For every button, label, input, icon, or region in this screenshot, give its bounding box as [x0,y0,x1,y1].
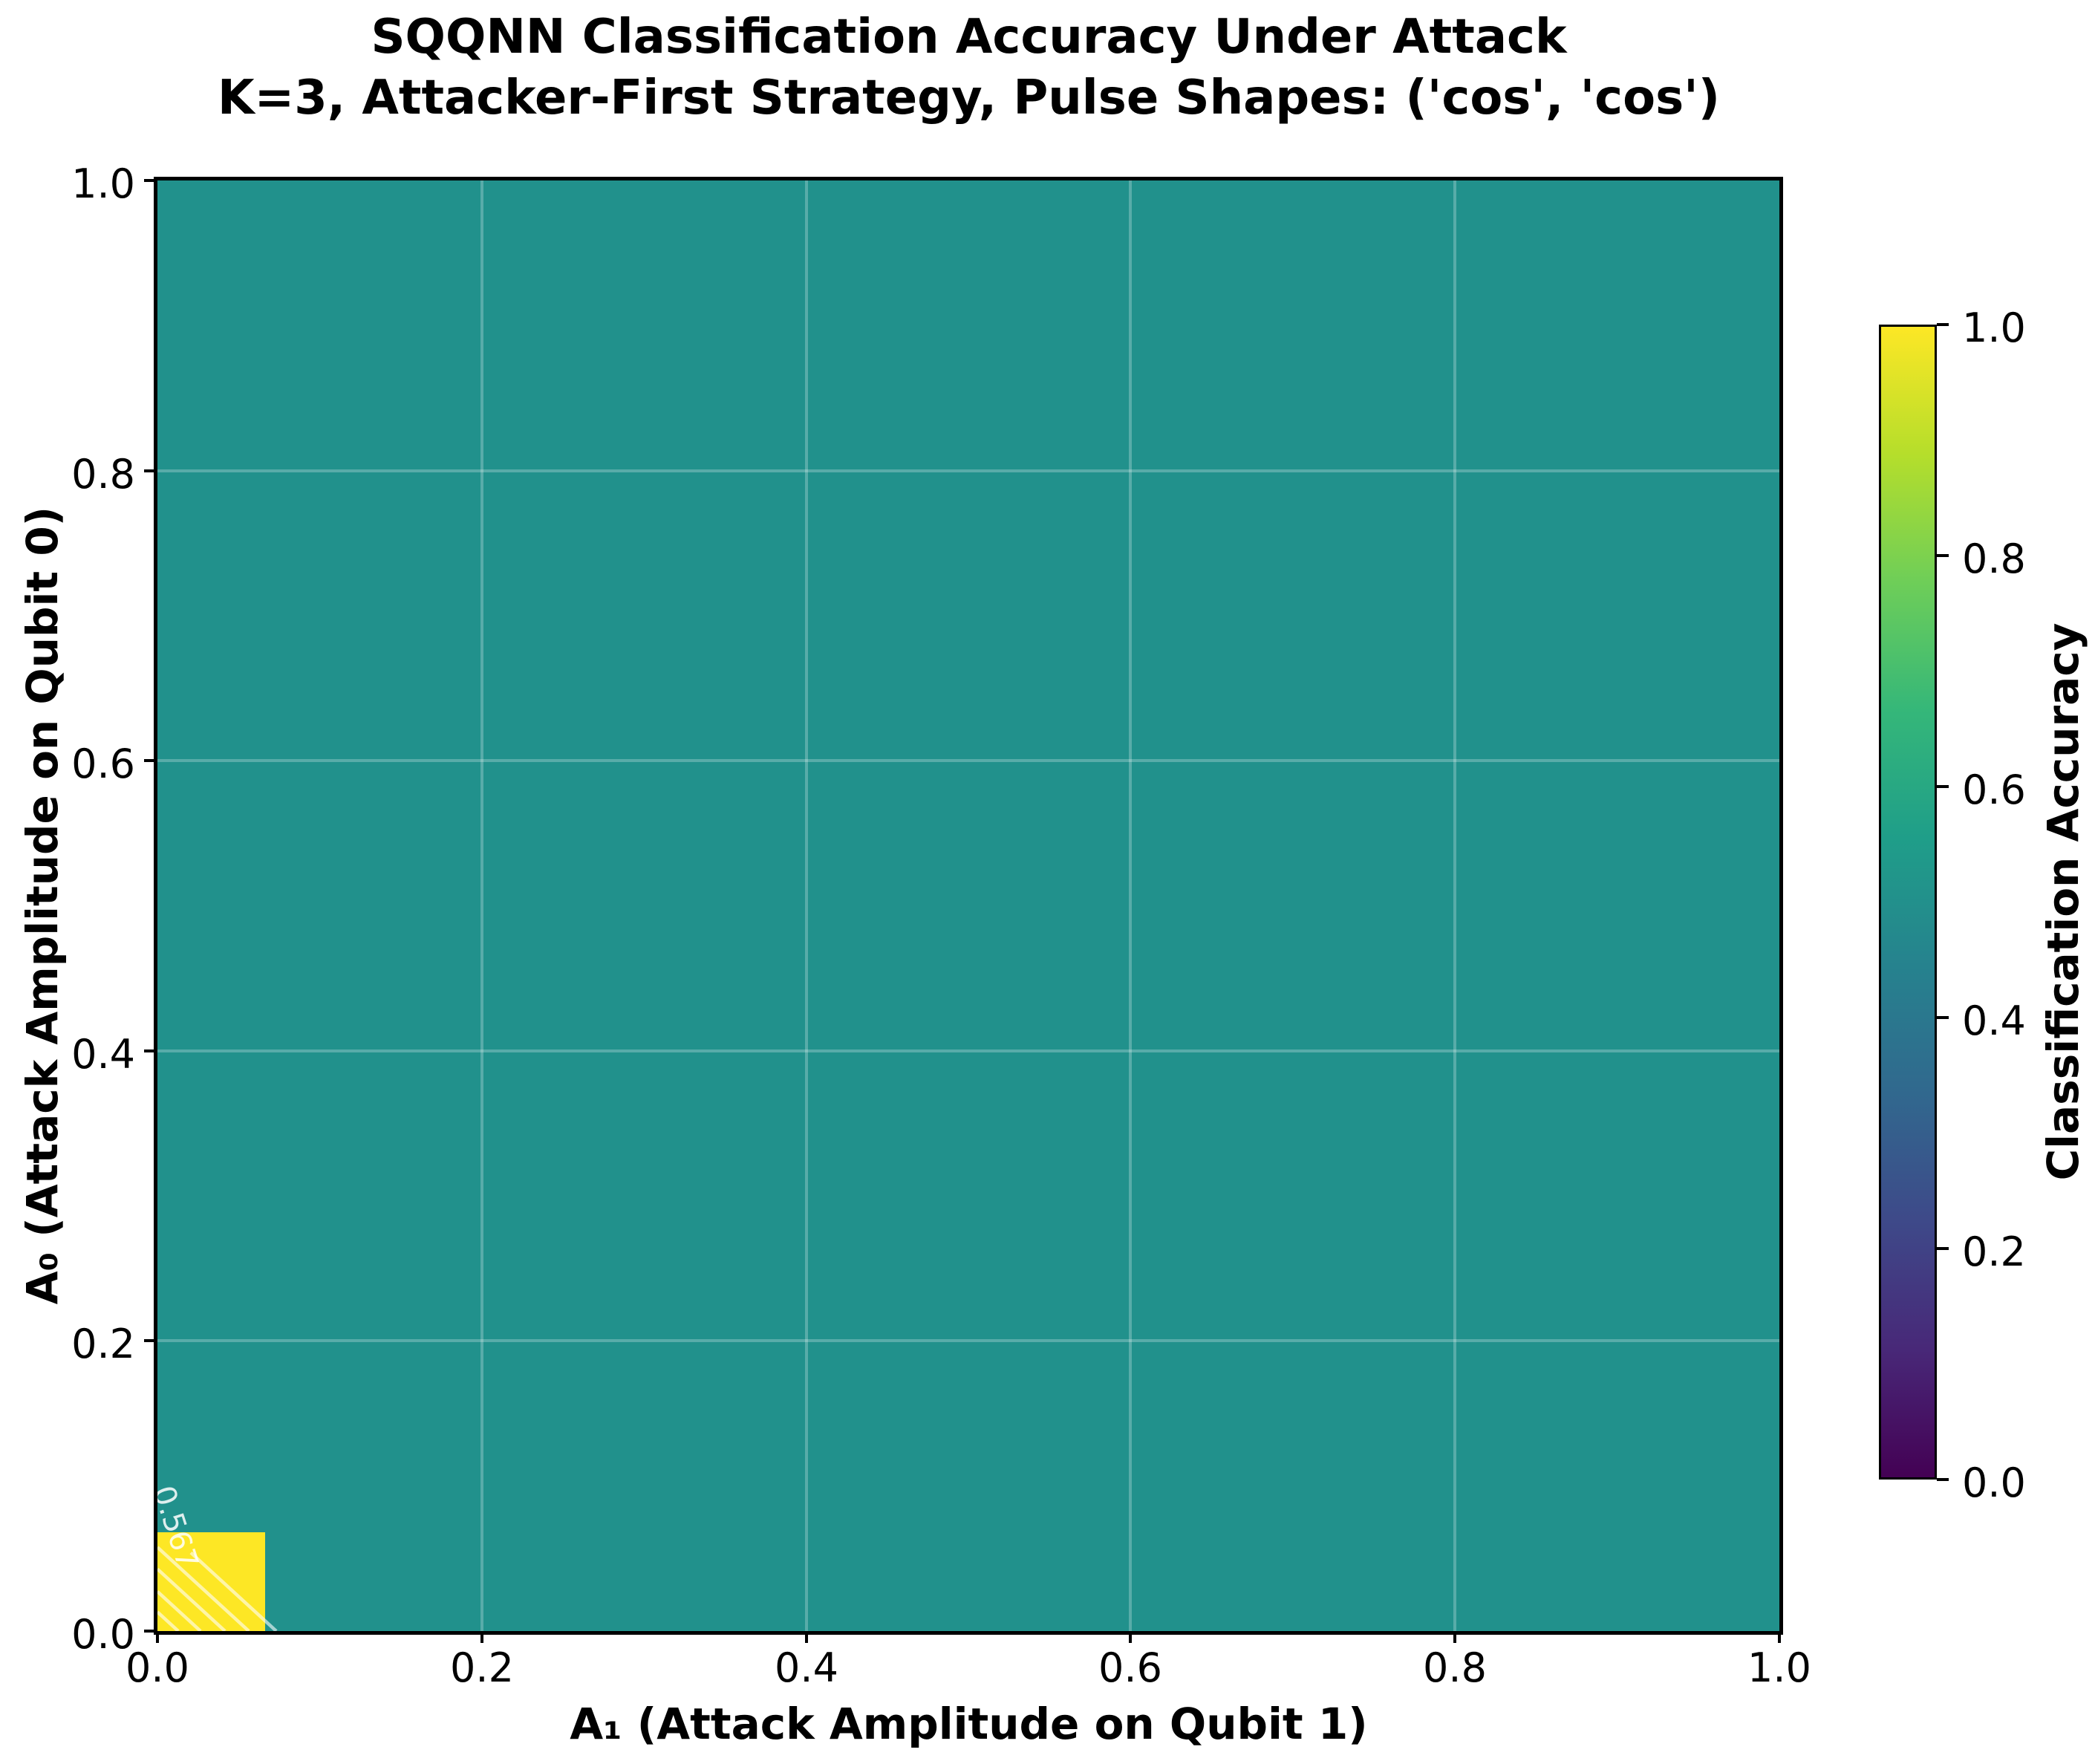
colorbar-tickmark-0.2 [1937,1247,1949,1250]
x-ticklabel: 0.6 [1098,1644,1162,1691]
colorbar-ticklabel: 1.0 [1962,305,2026,351]
y-ticklabel: 0.0 [71,1611,135,1658]
contour-line [157,1546,250,1631]
x-ticklabel: 0.0 [126,1644,189,1691]
chart-title-line1: SQQNN Classification Accuracy Under Atta… [371,10,1567,65]
contour-line [157,1610,180,1631]
y-tickmark-0.6 [144,759,156,762]
gridline-x-0.6 [1129,180,1133,1631]
x-ticklabel: 1.0 [1747,1644,1811,1691]
x-axis-label: A₁ (Attack Amplitude on Qubit 1) [570,1699,1368,1749]
gridline-x-0.8 [1453,180,1457,1631]
x-ticklabel: 0.2 [450,1644,514,1691]
y-tickmark-0.8 [144,469,156,472]
y-ticklabel: 0.6 [71,741,135,787]
y-tickmark-0.0 [144,1630,156,1633]
high-accuracy-region [157,1532,265,1631]
gridline-x-0.2 [480,180,483,1631]
y-axis-label: A₀ (Attack Amplitude on Qubit 0) [17,506,68,1305]
contour-overlay: 0.567 [157,1482,278,1631]
chart-title: SQQNN Classification Accuracy Under Atta… [157,7,1780,129]
contour-line [157,1567,227,1631]
x-tickmark-1.0 [1778,1631,1781,1643]
y-ticklabel: 1.0 [71,160,135,207]
contour-line-0.567 [189,1551,278,1631]
colorbar-ticklabel: 0.8 [1962,536,2026,582]
colorbar-ticklabel: 0.2 [1962,1228,2026,1275]
chart-title-line2: K=3, Attacker-First Strategy, Pulse Shap… [217,70,1721,126]
x-ticklabel: 0.8 [1423,1644,1487,1691]
x-tickmark-0.0 [156,1631,159,1643]
plot-area: 0.567 [157,180,1779,1631]
colorbar-tickmark-0.4 [1937,1016,1949,1019]
gridline-y-0.6 [157,759,1779,763]
x-tickmark-0.6 [1129,1631,1132,1643]
colorbar-ticklabel: 0.6 [1962,767,2026,813]
colorbar [1879,325,1937,1480]
colorbar-ticklabel: 0.0 [1962,1459,2026,1506]
gridline-y-0.4 [157,1049,1779,1052]
x-tickmark-0.8 [1453,1631,1456,1643]
colorbar-tickmark-1.0 [1937,323,1949,326]
x-ticklabel: 0.4 [775,1644,838,1691]
y-tickmark-0.2 [144,1339,156,1342]
gridline-y-0.8 [157,469,1779,472]
y-ticklabel: 0.2 [71,1321,135,1367]
colorbar-tickmark-0.8 [1937,554,1949,557]
x-tickmark-0.4 [805,1631,808,1643]
x-tickmark-0.2 [480,1631,483,1643]
colorbar-ticklabel: 0.4 [1962,997,2026,1044]
y-tickmark-0.4 [144,1049,156,1052]
contour-line [157,1590,202,1631]
colorbar-tickmark-0.0 [1937,1478,1949,1481]
colorbar-tickmark-0.6 [1937,785,1949,788]
y-ticklabel: 0.8 [71,451,135,498]
gridline-x-0.4 [804,180,808,1631]
y-tickmark-1.0 [144,179,156,182]
gridline-y-0.2 [157,1339,1779,1343]
y-ticklabel: 0.4 [71,1031,135,1078]
colorbar-label: Classification Accuracy [2038,622,2088,1181]
